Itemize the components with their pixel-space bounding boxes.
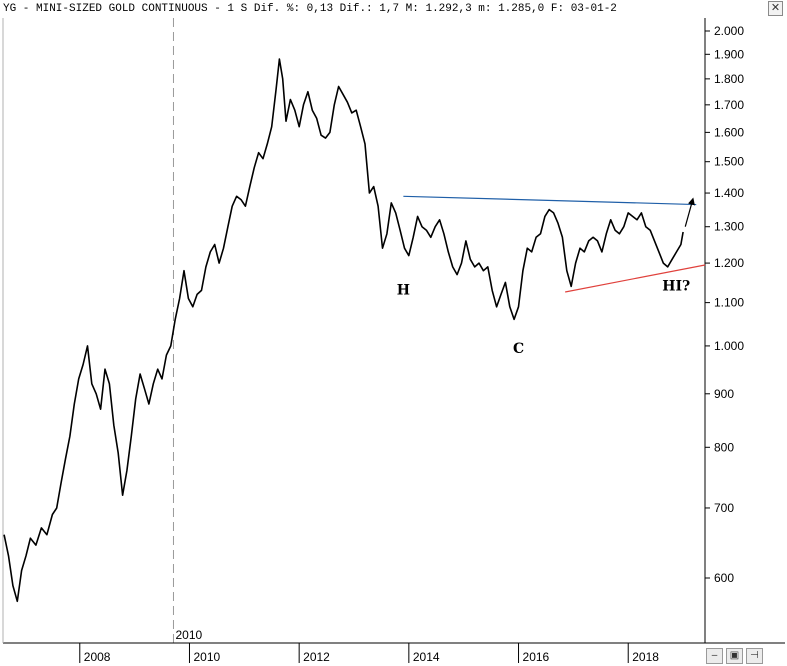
close-icon[interactable]: ✕: [768, 1, 783, 16]
y-tick-label: 900: [714, 387, 734, 401]
pattern-annotation: HI?: [662, 278, 690, 294]
x-tick-label: 2014: [413, 650, 440, 664]
y-tick-label: 700: [714, 501, 734, 515]
y-tick-label: 800: [714, 440, 734, 454]
y-tick-label: 1.600: [714, 125, 744, 139]
pin-icon[interactable]: ⊣: [746, 648, 763, 664]
y-tick-label: 1.100: [714, 296, 744, 310]
x-tick-label: 2010: [193, 650, 220, 664]
y-tick-label: 1.900: [714, 47, 744, 61]
price-series-line: [3, 58, 684, 603]
y-tick-label: 1.800: [714, 72, 744, 86]
y-tick-label: 1.400: [714, 186, 744, 200]
pattern-annotation: H: [397, 282, 410, 298]
chart-toolbar: – ▣ ⊣: [706, 648, 763, 664]
minus-icon[interactable]: –: [706, 648, 723, 664]
y-tick-label: 600: [714, 571, 734, 585]
y-tick-label: 1.000: [714, 339, 744, 353]
y-tick-label: 2.000: [714, 24, 744, 38]
save-icon[interactable]: ▣: [726, 648, 743, 664]
x-tick-label: 2012: [303, 650, 330, 664]
year-marker-label: 2010: [175, 628, 202, 642]
y-tick-label: 1.500: [714, 155, 744, 169]
breakout-arrow: [684, 197, 695, 227]
y-tick-label: 1.700: [714, 98, 744, 112]
x-tick-label: 2008: [84, 650, 111, 664]
y-tick-label: 1.200: [714, 256, 744, 270]
y-tick-label: 1.300: [714, 220, 744, 234]
pattern-annotation: C: [513, 341, 524, 357]
resistance-line: [403, 195, 697, 206]
x-tick-label: 2016: [523, 650, 550, 664]
x-tick-label: 2018: [632, 650, 659, 664]
chart-title: YG - MINI-SIZED GOLD CONTINUOUS - 1 S Di…: [3, 3, 617, 15]
support-line: [565, 264, 706, 293]
